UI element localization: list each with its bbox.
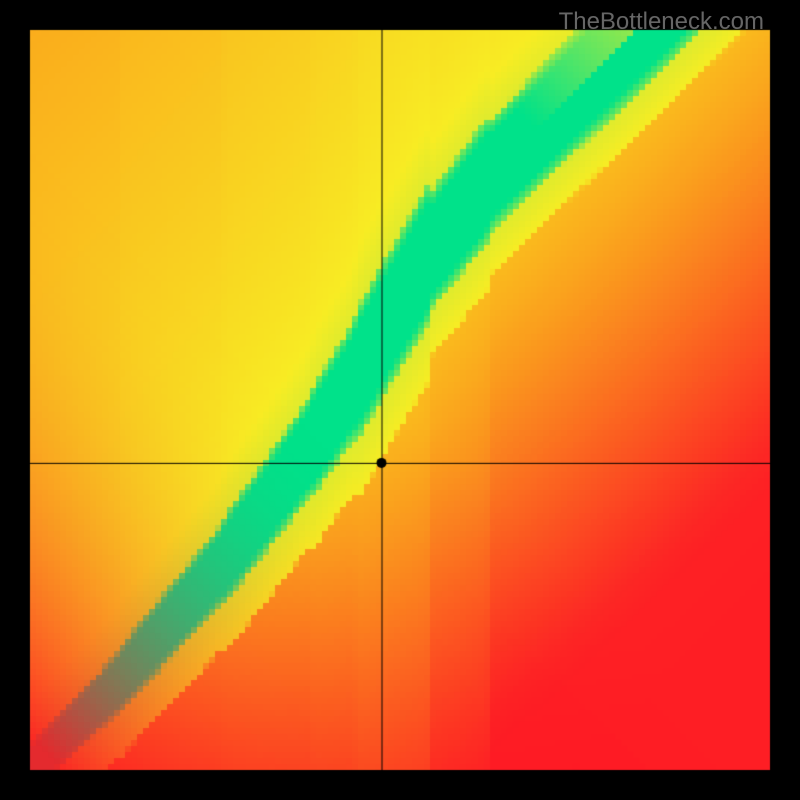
heatmap-canvas xyxy=(0,0,800,800)
watermark-text: TheBottleneck.com xyxy=(559,8,764,36)
chart-container: TheBottleneck.com xyxy=(0,0,800,800)
